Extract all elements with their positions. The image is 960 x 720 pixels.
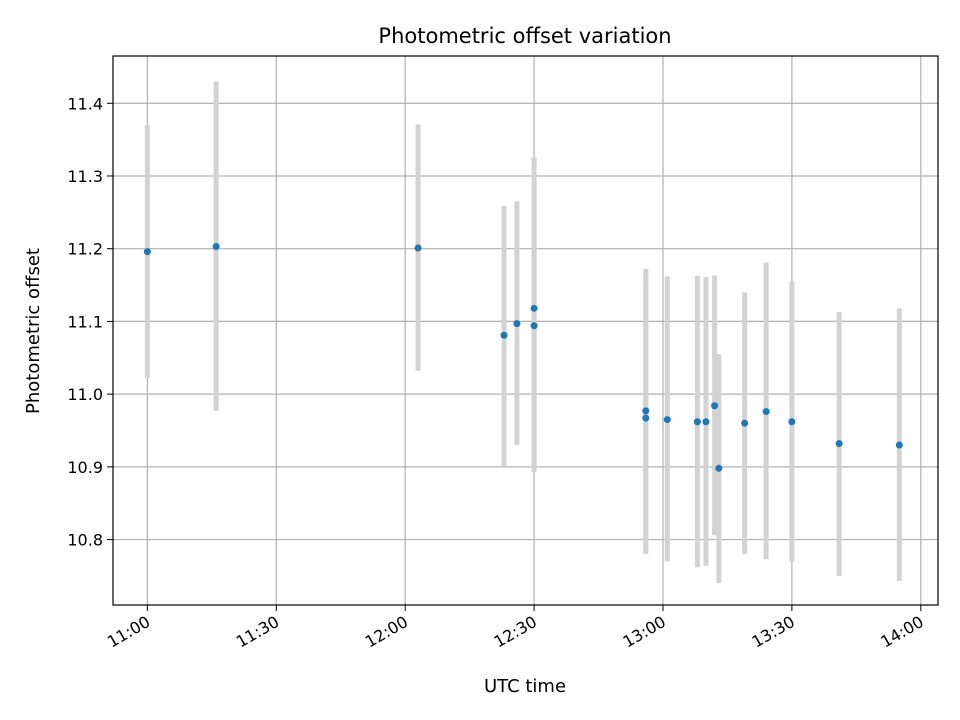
- data-point: [530, 304, 538, 312]
- data-point: [835, 440, 843, 448]
- data-point: [788, 418, 796, 426]
- y-tick-label: 11.2: [67, 240, 103, 259]
- data-point: [212, 243, 220, 251]
- data-point: [741, 419, 749, 427]
- data-point: [530, 322, 538, 330]
- y-tick-label: 11.0: [67, 385, 103, 404]
- y-axis-ticks: 10.8 10.9 11.0 11.1 11.2 11.3 11.4: [67, 94, 113, 550]
- data-point: [762, 408, 770, 416]
- data-point: [513, 320, 521, 328]
- y-axis-label: Photometric offset: [23, 248, 44, 414]
- x-axis-label: UTC time: [484, 676, 566, 697]
- data-point: [642, 414, 650, 422]
- data-point: [702, 418, 710, 426]
- y-tick-label: 10.8: [67, 531, 103, 550]
- y-tick-label: 10.9: [67, 458, 103, 477]
- plot-frame: [112, 55, 939, 606]
- data-point: [711, 402, 719, 410]
- data-point: [143, 248, 151, 256]
- data-point: [895, 441, 903, 449]
- data-point: [500, 331, 508, 339]
- chart-title: Photometric offset variation: [378, 24, 671, 48]
- data-point: [715, 464, 723, 472]
- data-point: [663, 416, 671, 424]
- y-tick-label: 11.4: [67, 94, 103, 113]
- data-point: [414, 244, 422, 252]
- data-points: [143, 243, 903, 472]
- y-tick-label: 11.3: [67, 167, 103, 186]
- data-point: [642, 407, 650, 415]
- y-tick-label: 11.1: [67, 312, 103, 331]
- data-point: [693, 418, 701, 426]
